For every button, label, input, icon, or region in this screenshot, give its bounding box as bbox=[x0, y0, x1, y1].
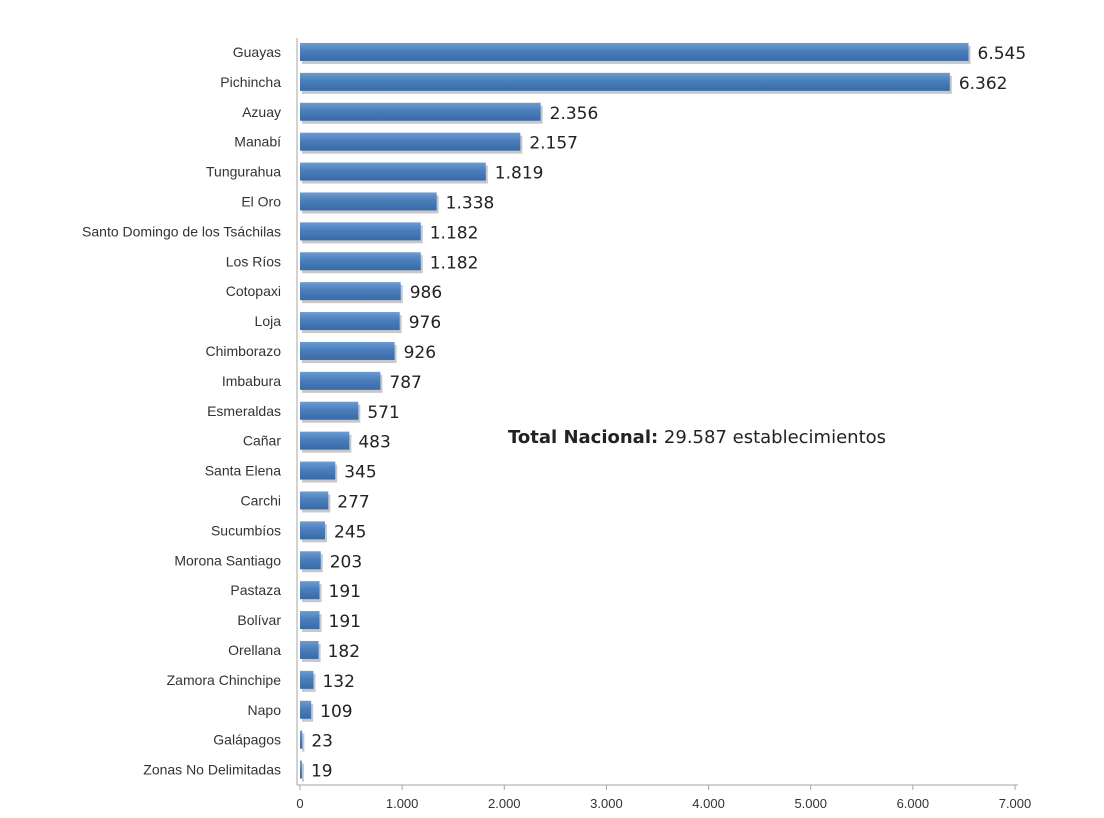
bar-shadow-zonas-no-delimitadas bbox=[302, 763, 304, 782]
bar-guayas bbox=[300, 42, 969, 61]
value-label-imbabura: 787 bbox=[389, 373, 421, 393]
category-label-galapagos: Galápagos bbox=[213, 732, 281, 748]
bar-el-oro bbox=[300, 192, 437, 211]
value-label-zonas-no-delimitadas: 19 bbox=[311, 762, 333, 782]
category-label-esmeraldas: Esmeraldas bbox=[207, 403, 281, 419]
x-tick-label: 3.000 bbox=[590, 796, 623, 811]
value-label-santo-domingo-de-los-tsachilas: 1.182 bbox=[430, 223, 479, 243]
total-nacional-annotation: Total Nacional: 29.587 establecimientos bbox=[508, 427, 886, 448]
value-label-guayas: 6.545 bbox=[978, 44, 1027, 64]
bars-group bbox=[300, 42, 969, 779]
value-label-morona-santiago: 203 bbox=[330, 552, 362, 572]
value-label-galapagos: 23 bbox=[311, 732, 333, 752]
x-tick-label: 2.000 bbox=[488, 796, 521, 811]
x-tick-label: 4.000 bbox=[692, 796, 725, 811]
category-label-loja: Loja bbox=[255, 313, 282, 329]
category-label-cotopaxi: Cotopaxi bbox=[226, 283, 281, 299]
bar-bolivar bbox=[300, 611, 320, 630]
bar-zamora-chinchipe bbox=[300, 670, 314, 689]
bar-chimborazo bbox=[300, 341, 395, 360]
value-label-manabi: 2.157 bbox=[529, 134, 578, 154]
value-label-bolivar: 191 bbox=[329, 612, 361, 632]
category-label-santa-elena: Santa Elena bbox=[205, 463, 281, 479]
category-label-canar: Cañar bbox=[243, 433, 281, 449]
bar-tungurahua bbox=[300, 162, 486, 181]
category-label-los-rios: Los Ríos bbox=[226, 253, 281, 269]
value-label-orellana: 182 bbox=[328, 642, 360, 662]
category-label-tungurahua: Tungurahua bbox=[206, 164, 281, 180]
category-label-napo: Napo bbox=[248, 702, 282, 718]
total-nacional-value: 29.587 establecimientos bbox=[658, 427, 887, 448]
bar-manabi bbox=[300, 132, 521, 151]
value-label-azuay: 2.356 bbox=[550, 104, 599, 124]
bar-esmeraldas bbox=[300, 401, 359, 420]
value-label-santa-elena: 345 bbox=[344, 463, 376, 483]
value-label-esmeraldas: 571 bbox=[367, 403, 399, 423]
bar-pastaza bbox=[300, 581, 320, 600]
category-label-morona-santiago: Morona Santiago bbox=[174, 552, 281, 568]
value-label-zamora-chinchipe: 132 bbox=[322, 672, 354, 692]
category-label-carchi: Carchi bbox=[241, 492, 281, 508]
category-label-manabi: Manabí bbox=[234, 134, 281, 150]
category-label-azuay: Azuay bbox=[242, 104, 281, 120]
value-label-cotopaxi: 986 bbox=[410, 283, 442, 303]
bar-imbabura bbox=[300, 371, 381, 390]
bar-azuay bbox=[300, 102, 541, 121]
bar-santa-elena bbox=[300, 461, 336, 480]
bar-morona-santiago bbox=[300, 551, 321, 570]
category-label-santo-domingo-de-los-tsachilas: Santo Domingo de los Tsáchilas bbox=[82, 223, 281, 239]
value-label-el-oro: 1.338 bbox=[446, 193, 495, 213]
x-tick-label: 6.000 bbox=[897, 796, 930, 811]
value-label-tungurahua: 1.819 bbox=[495, 164, 544, 184]
bar-orellana bbox=[300, 640, 319, 659]
category-label-orellana: Orellana bbox=[228, 642, 281, 658]
value-label-chimborazo: 926 bbox=[404, 343, 436, 363]
category-label-zamora-chinchipe: Zamora Chinchipe bbox=[167, 672, 282, 688]
value-label-pichincha: 6.362 bbox=[959, 74, 1008, 94]
value-label-sucumbios: 245 bbox=[334, 522, 366, 542]
category-label-el-oro: El Oro bbox=[241, 193, 281, 209]
bar-napo bbox=[300, 700, 312, 719]
category-labels: Guayas Pichincha Azuay Manabí Tungurahua El O… bbox=[82, 44, 281, 778]
x-tick-label: 7.000 bbox=[999, 796, 1032, 811]
total-nacional-label: Total Nacional: bbox=[508, 427, 659, 448]
bar-pichincha bbox=[300, 72, 950, 91]
bar-sucumbios bbox=[300, 521, 326, 540]
value-label-napo: 109 bbox=[320, 702, 352, 722]
value-label-carchi: 277 bbox=[337, 492, 369, 512]
category-label-pichincha: Pichincha bbox=[220, 74, 281, 90]
value-label-pastaza: 191 bbox=[329, 582, 361, 602]
category-label-imbabura: Imbabura bbox=[222, 373, 281, 389]
category-label-guayas: Guayas bbox=[233, 44, 281, 60]
x-tick-label: 0 bbox=[296, 796, 303, 811]
bar-zonas-no-delimitadas bbox=[300, 760, 302, 779]
x-tick-label: 5.000 bbox=[794, 796, 827, 811]
bar-cotopaxi bbox=[300, 282, 401, 301]
category-label-sucumbios: Sucumbíos bbox=[211, 522, 281, 538]
value-label-loja: 976 bbox=[409, 313, 441, 333]
bar-canar bbox=[300, 431, 350, 450]
value-label-los-rios: 1.182 bbox=[430, 253, 479, 273]
x-axis-ticks: 0 1.000 2.000 3.000 4.000 5.000 6.000 7.000 bbox=[296, 785, 1031, 811]
value-label-canar: 483 bbox=[358, 433, 390, 453]
category-label-chimborazo: Chimborazo bbox=[206, 343, 282, 359]
category-label-bolivar: Bolívar bbox=[237, 612, 281, 628]
category-label-pastaza: Pastaza bbox=[230, 582, 281, 598]
bar-santo-domingo-de-los-tsachilas bbox=[300, 222, 421, 241]
x-tick-label: 1.000 bbox=[386, 796, 419, 811]
bar-shadow-galapagos bbox=[302, 733, 305, 752]
bar-los-rios bbox=[300, 252, 421, 271]
bar-galapagos bbox=[300, 730, 303, 749]
bar-shadows bbox=[302, 45, 971, 782]
bar-loja bbox=[300, 312, 400, 331]
bar-carchi bbox=[300, 491, 329, 510]
category-label-zonas-no-delimitadas: Zonas No Delimitadas bbox=[143, 762, 281, 778]
